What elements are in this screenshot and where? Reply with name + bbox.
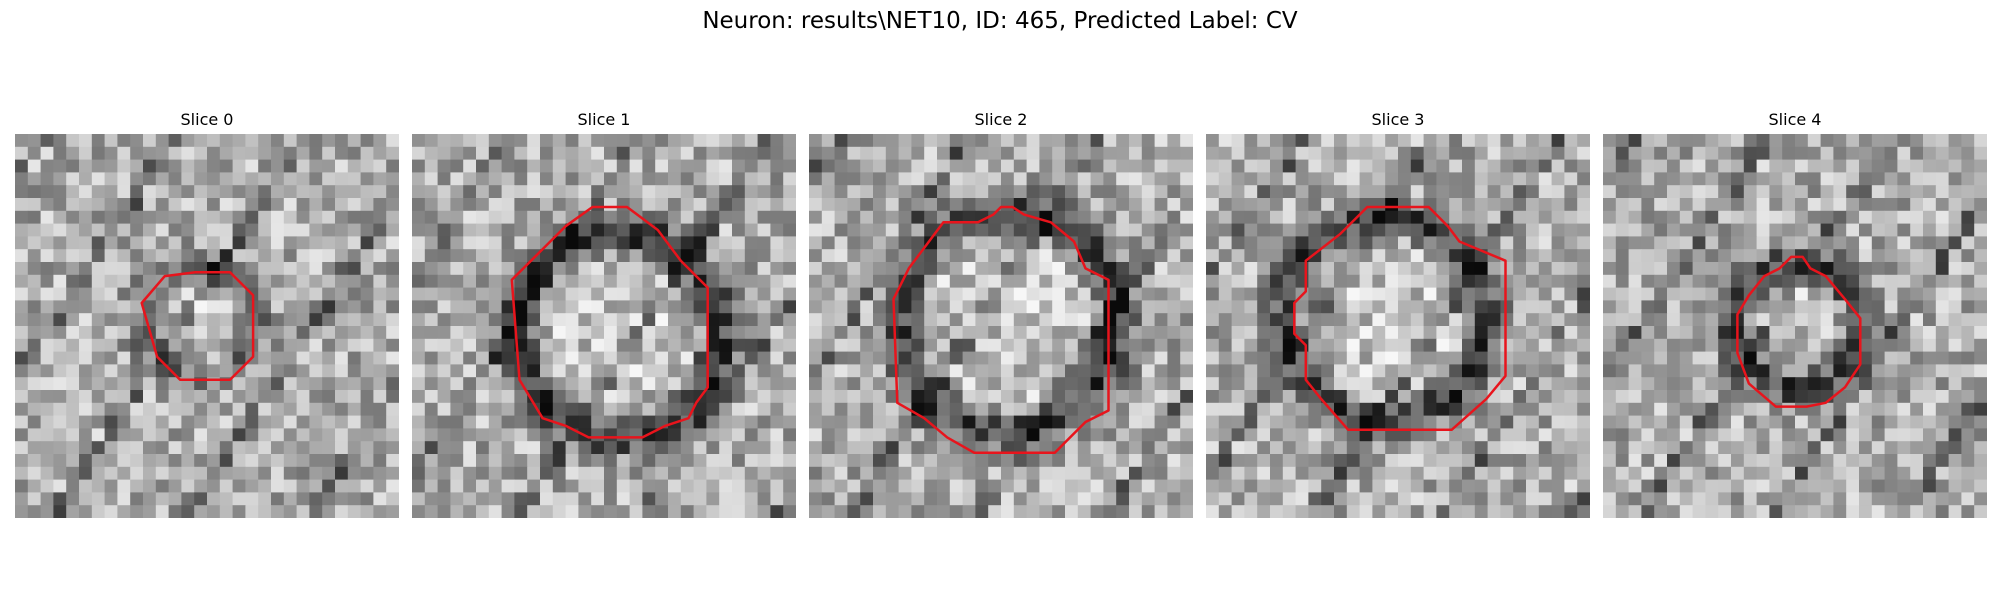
figure-suptitle: Neuron: results\NET10, ID: 465, Predicte… [702,8,1298,34]
pixel-grid [809,134,1193,518]
slice-image-0 [15,134,399,518]
slice-title-2: Slice 2 [974,110,1028,129]
roi-contour [892,205,1110,454]
pixel-grid [15,134,399,518]
pixel-grid [1206,134,1590,518]
roi-contour [1293,205,1507,431]
slice-title-1: Slice 1 [577,110,631,129]
slice-image-3 [1206,134,1590,518]
roi-contour [1736,255,1862,408]
slice-title-0: Slice 0 [180,110,234,129]
slice-image-1 [412,134,796,518]
slice-image-4 [1603,134,1987,518]
slice-title-4: Slice 4 [1768,110,1822,129]
pixel-grid [412,134,796,518]
roi-contour [510,205,709,439]
roi-contour [140,270,255,382]
pixel-grid [1603,134,1987,518]
slice-image-2 [809,134,1193,518]
slice-title-3: Slice 3 [1371,110,1425,129]
